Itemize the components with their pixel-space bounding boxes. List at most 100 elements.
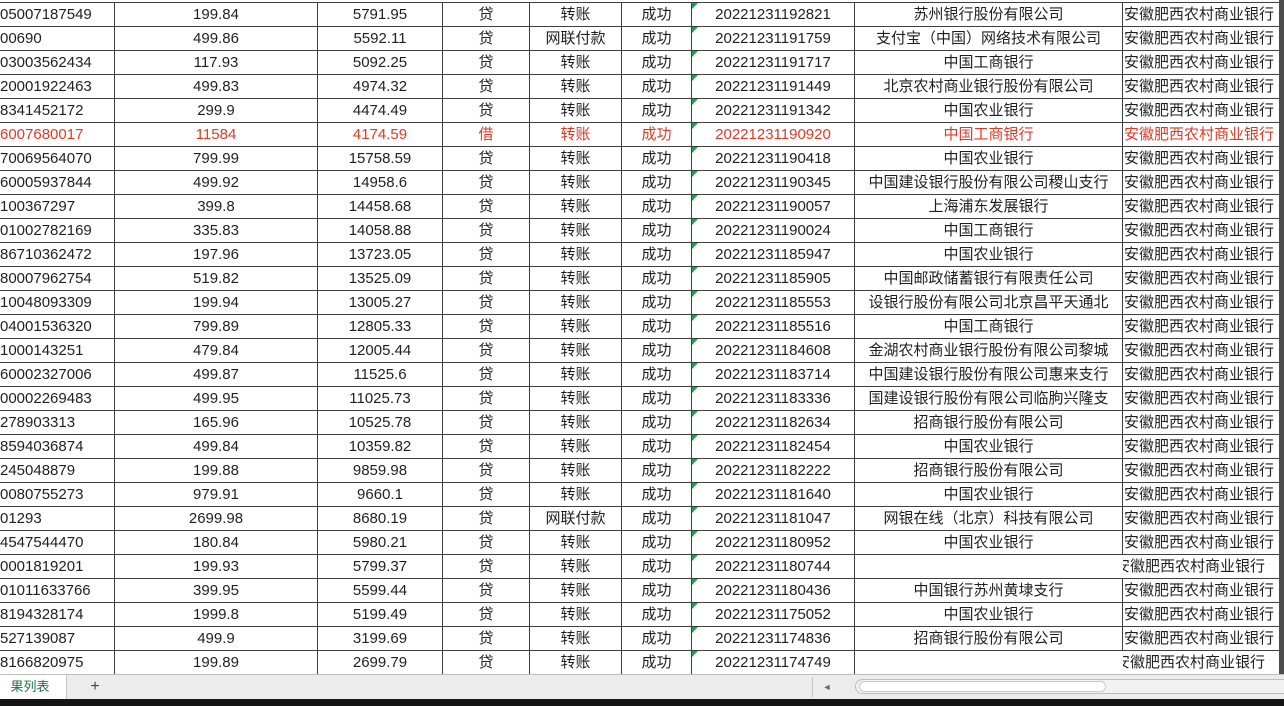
transaction-type-cell[interactable]: 转账: [530, 435, 622, 459]
counterparty-bank-cell[interactable]: 招商银行股份有限公司: [855, 627, 1123, 651]
timestamp-cell[interactable]: 20221231191342: [692, 99, 855, 123]
debit-credit-cell[interactable]: 贷: [443, 579, 530, 603]
org-bank-cell[interactable]: 安徽肥西农村商业银行: [1123, 387, 1284, 411]
transaction-type-cell[interactable]: 网联付款: [530, 507, 622, 531]
balance-cell[interactable]: 5592.11: [318, 27, 443, 51]
balance-cell[interactable]: 3199.69: [318, 627, 443, 651]
balance-cell[interactable]: 5791.95: [318, 3, 443, 27]
account-cell[interactable]: 100367297: [0, 195, 115, 219]
balance-cell[interactable]: 14958.6: [318, 171, 443, 195]
transaction-type-cell[interactable]: 转账: [530, 627, 622, 651]
counterparty-bank-cell[interactable]: [855, 651, 1123, 675]
scroll-left-icon[interactable]: ◄: [812, 677, 841, 697]
timestamp-cell[interactable]: 20221231182222: [692, 459, 855, 483]
debit-credit-cell[interactable]: 贷: [443, 99, 530, 123]
amount-cell[interactable]: 499.84: [115, 435, 318, 459]
transaction-type-cell[interactable]: 转账: [530, 555, 622, 579]
status-cell[interactable]: 成功: [622, 123, 692, 147]
balance-cell[interactable]: 10525.78: [318, 411, 443, 435]
counterparty-bank-cell[interactable]: 中国农业银行: [855, 435, 1123, 459]
account-cell[interactable]: 278903313: [0, 411, 115, 435]
org-bank-cell[interactable]: 安徽肥西农村商业银行: [1123, 435, 1284, 459]
status-cell[interactable]: 成功: [622, 459, 692, 483]
counterparty-bank-cell[interactable]: 中国邮政储蓄银行有限责任公司: [855, 267, 1123, 291]
org-bank-cell[interactable]: 安徽肥西农村商业银行: [1123, 267, 1284, 291]
amount-cell[interactable]: 199.84: [115, 3, 318, 27]
org-bank-cell[interactable]: 安徽肥西农村商业银行: [1123, 363, 1284, 387]
transaction-type-cell[interactable]: 转账: [530, 3, 622, 27]
amount-cell[interactable]: 1999.8: [115, 603, 318, 627]
amount-cell[interactable]: 399.8: [115, 195, 318, 219]
amount-cell[interactable]: 117.93: [115, 51, 318, 75]
org-bank-cell[interactable]: 安徽肥西农村商业银行: [1123, 243, 1284, 267]
status-cell[interactable]: 成功: [622, 291, 692, 315]
org-bank-cell[interactable]: 安徽肥西农村商业银行: [1123, 507, 1284, 531]
debit-credit-cell[interactable]: 贷: [443, 459, 530, 483]
debit-credit-cell[interactable]: 贷: [443, 435, 530, 459]
counterparty-bank-cell[interactable]: 中国工商银行: [855, 219, 1123, 243]
add-sheet-icon[interactable]: +: [90, 678, 100, 695]
amount-cell[interactable]: 499.87: [115, 363, 318, 387]
balance-cell[interactable]: 13005.27: [318, 291, 443, 315]
amount-cell[interactable]: 979.91: [115, 483, 318, 507]
amount-cell[interactable]: 165.96: [115, 411, 318, 435]
org-bank-cell[interactable]: 安徽肥西农村商业银行: [1123, 315, 1284, 339]
counterparty-bank-cell[interactable]: 网银在线（北京）科技有限公司: [855, 507, 1123, 531]
transaction-type-cell[interactable]: 转账: [530, 459, 622, 483]
org-bank-cell[interactable]: 安徽肥西农村商业银行: [1123, 51, 1284, 75]
debit-credit-cell[interactable]: 贷: [443, 651, 530, 675]
debit-credit-cell[interactable]: 贷: [443, 531, 530, 555]
transaction-type-cell[interactable]: 转账: [530, 339, 622, 363]
account-cell[interactable]: 01011633766: [0, 579, 115, 603]
debit-credit-cell[interactable]: 贷: [443, 363, 530, 387]
counterparty-bank-cell[interactable]: 中国农业银行: [855, 99, 1123, 123]
timestamp-cell[interactable]: 20221231175052: [692, 603, 855, 627]
org-bank-cell[interactable]: 安徽肥西农村商业银行: [1123, 219, 1284, 243]
balance-cell[interactable]: 9859.98: [318, 459, 443, 483]
counterparty-bank-cell[interactable]: 国建设银行股份有限公司临朐兴隆支: [855, 387, 1123, 411]
amount-cell[interactable]: 479.84: [115, 339, 318, 363]
amount-cell[interactable]: 335.83: [115, 219, 318, 243]
account-cell[interactable]: 8166820975: [0, 651, 115, 675]
debit-credit-cell[interactable]: 贷: [443, 507, 530, 531]
counterparty-bank-cell[interactable]: 中国农业银行: [855, 147, 1123, 171]
timestamp-cell[interactable]: 20221231180744: [692, 555, 855, 579]
status-cell[interactable]: 成功: [622, 315, 692, 339]
status-cell[interactable]: 成功: [622, 627, 692, 651]
account-cell[interactable]: 527139087: [0, 627, 115, 651]
org-bank-cell[interactable]: 安徽肥西农村商业银行: [1123, 3, 1284, 27]
amount-cell[interactable]: 2699.98: [115, 507, 318, 531]
account-cell[interactable]: 04001536320: [0, 315, 115, 339]
timestamp-cell[interactable]: 20221231183336: [692, 387, 855, 411]
amount-cell[interactable]: 197.96: [115, 243, 318, 267]
account-cell[interactable]: 245048879: [0, 459, 115, 483]
amount-cell[interactable]: 499.83: [115, 75, 318, 99]
timestamp-cell[interactable]: 20221231180436: [692, 579, 855, 603]
account-cell[interactable]: 0080755273: [0, 483, 115, 507]
timestamp-cell[interactable]: 20221231174749: [692, 651, 855, 675]
timestamp-cell[interactable]: 20221231190024: [692, 219, 855, 243]
org-bank-cell[interactable]: 安徽肥西农村商业银行: [1123, 603, 1284, 627]
transaction-type-cell[interactable]: 转账: [530, 315, 622, 339]
account-cell[interactable]: 1000143251: [0, 339, 115, 363]
account-cell[interactable]: 20001922463: [0, 75, 115, 99]
timestamp-cell[interactable]: 20221231190057: [692, 195, 855, 219]
debit-credit-cell[interactable]: 贷: [443, 51, 530, 75]
transaction-type-cell[interactable]: 转账: [530, 651, 622, 675]
transaction-type-cell[interactable]: 转账: [530, 51, 622, 75]
balance-cell[interactable]: 2699.79: [318, 651, 443, 675]
account-cell[interactable]: 8194328174: [0, 603, 115, 627]
timestamp-cell[interactable]: 20221231185947: [692, 243, 855, 267]
timestamp-cell[interactable]: 20221231183714: [692, 363, 855, 387]
amount-cell[interactable]: 199.89: [115, 651, 318, 675]
account-cell[interactable]: 05007187549: [0, 3, 115, 27]
org-bank-cell[interactable]: 安徽肥西农村商业银行: [1123, 27, 1284, 51]
timestamp-cell[interactable]: 20221231191717: [692, 51, 855, 75]
account-cell[interactable]: 01002782169: [0, 219, 115, 243]
debit-credit-cell[interactable]: 贷: [443, 555, 530, 579]
org-bank-cell[interactable]: 安徽肥西农村商业银行: [1123, 75, 1284, 99]
balance-cell[interactable]: 5799.37: [318, 555, 443, 579]
counterparty-bank-cell[interactable]: 中国工商银行: [855, 51, 1123, 75]
debit-credit-cell[interactable]: 借: [443, 123, 530, 147]
account-cell[interactable]: 00690: [0, 27, 115, 51]
